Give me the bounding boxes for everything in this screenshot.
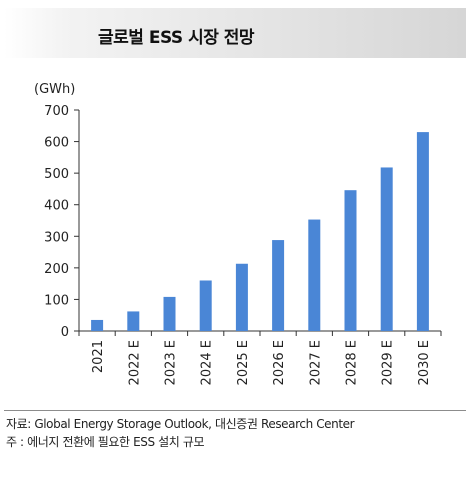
y-tick-label: 500 <box>44 167 69 182</box>
bar <box>235 263 248 331</box>
chart-title: 글로벌 ESS 시장 전망 <box>98 28 255 48</box>
x-tick-label: 2021 <box>91 340 106 373</box>
x-tick-label: 2028 E <box>345 340 360 385</box>
y-tick-label: 700 <box>44 104 69 119</box>
x-tick-label: 2030 E <box>417 340 432 385</box>
bar <box>308 219 321 331</box>
bar <box>163 296 176 331</box>
bar <box>91 319 104 331</box>
bar-series <box>91 132 429 331</box>
bar <box>127 311 140 331</box>
y-tick-label: 400 <box>44 199 69 214</box>
bar <box>272 240 285 331</box>
x-tick-label: 2027 E <box>308 340 323 385</box>
bar <box>416 132 429 331</box>
x-axis <box>78 330 442 336</box>
title-bar <box>4 8 466 58</box>
y-tick-label: 0 <box>61 325 69 340</box>
source-note: 자료: Global Energy Storage Outlook, 대신증권 … <box>6 417 355 431</box>
y-tick-label: 300 <box>44 230 69 245</box>
x-tick-label: 2026 E <box>272 340 287 385</box>
bar <box>380 167 393 331</box>
y-tick-label: 200 <box>44 262 69 277</box>
bar <box>199 280 212 331</box>
x-tick-label: 2025 E <box>236 340 251 385</box>
x-tick-label: 2029 E <box>381 340 396 385</box>
y-tick-label: 100 <box>44 293 69 308</box>
y-tick-label: 600 <box>44 136 69 151</box>
x-tick-label: 2022 E <box>127 340 142 385</box>
x-tick-label: 2024 E <box>200 340 215 385</box>
footnote: 주 : 에너지 전환에 필요한 ESS 설치 규모 <box>6 435 205 449</box>
bar <box>344 190 357 331</box>
x-tick-label: 2023 E <box>164 340 179 385</box>
x-tick-labels: 2021 2022 E 2023 E 2024 E 2025 E 2026 E 2027 E… <box>91 340 432 385</box>
y-axis-unit-label: (GWh) <box>34 82 75 97</box>
y-axis: 0 100 200 300 400 500 600 700 <box>44 104 80 340</box>
footer-divider <box>4 410 466 411</box>
